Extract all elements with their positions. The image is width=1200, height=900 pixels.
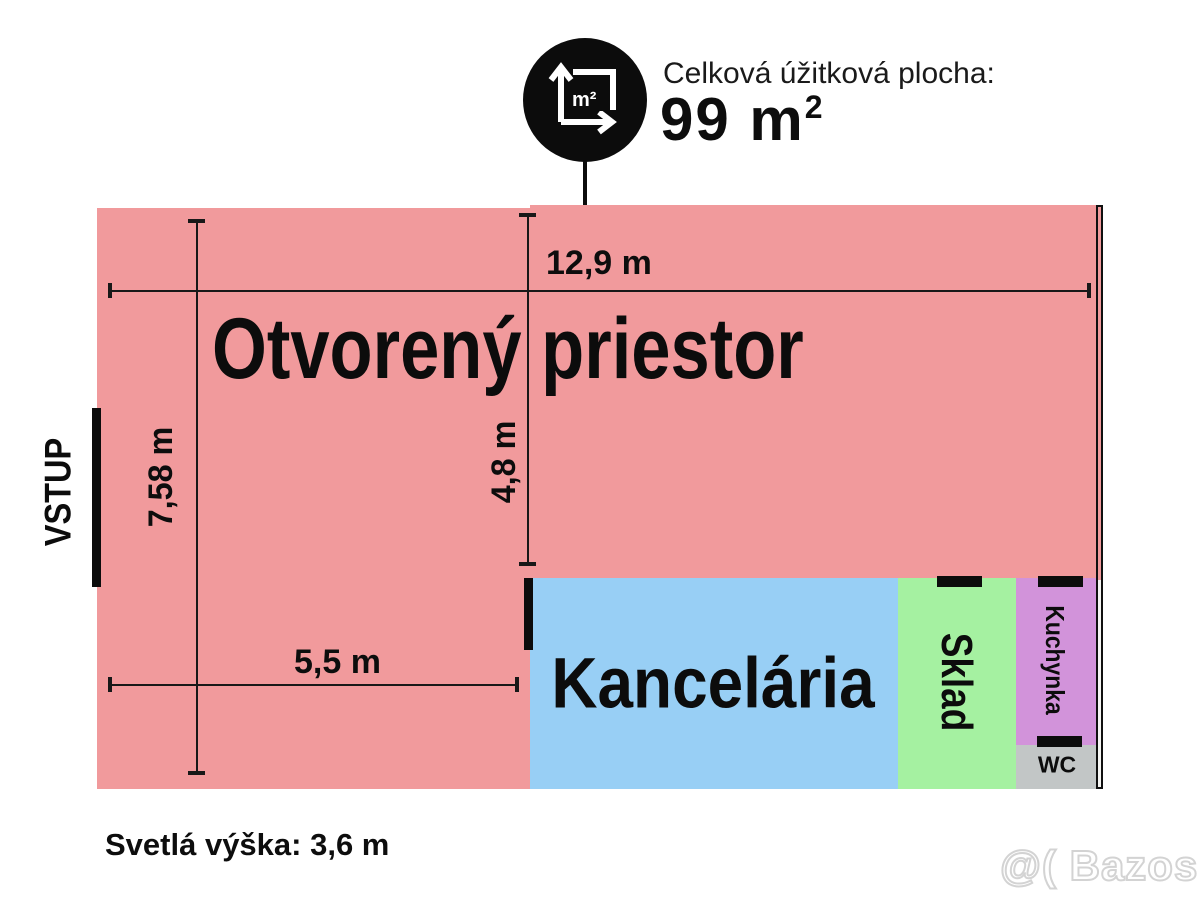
room-label-kitchenette: Kuchynka (1040, 605, 1070, 715)
dimension-tick (515, 677, 519, 692)
room-kitchenette (1016, 578, 1096, 745)
dimension-line-middle-height (527, 214, 529, 566)
room-label-office: Kancelária (551, 644, 875, 724)
dimension-line-bottom-width (110, 684, 518, 686)
dimension-tick (519, 562, 536, 566)
total-area-value: 99 m2 (660, 90, 823, 150)
watermark: @( Bazos.sk (999, 841, 1200, 890)
dimension-tick (188, 219, 205, 223)
room-storage (898, 578, 1016, 789)
room-office (530, 578, 898, 789)
room-open-space-right (530, 205, 1096, 578)
total-area-number: 99 m (660, 86, 805, 153)
dimension-label-middle-height: 4,8 m (485, 420, 523, 504)
right-wall-strip (1096, 205, 1103, 789)
room-open-space-left (97, 208, 530, 789)
dimension-tick (108, 283, 112, 298)
room-label-storage: Sklad (932, 632, 981, 732)
entrance-door-marker (92, 408, 101, 587)
wc-door-marker (1037, 736, 1082, 747)
dimension-tick (1087, 283, 1091, 298)
office-door-marker (524, 578, 533, 650)
room-label-wc: WC (1037, 751, 1077, 778)
dimension-label-left-height: 7,58 m (142, 426, 180, 528)
icon-m2-label: m² (572, 89, 597, 111)
total-area-superscript: 2 (804, 89, 823, 125)
dimension-line-total-width (110, 290, 1090, 292)
area-measure-icon: m² (523, 38, 647, 162)
entrance-label: VSTUP (37, 437, 79, 547)
clear-height-note: Svetlá výška: 3,6 m (105, 827, 390, 862)
kitchenette-door-marker (1038, 576, 1083, 587)
dimension-tick (188, 771, 205, 775)
dimension-tick (108, 677, 112, 692)
dimension-tick (519, 213, 536, 217)
dimension-label-bottom-width: 5,5 m (294, 643, 381, 681)
icon-pointer-line (583, 161, 587, 206)
room-wc (1016, 745, 1096, 789)
room-label-open-space: Otvorený priestor (212, 301, 804, 397)
total-area-label: Celková úžitková plocha: (663, 57, 995, 90)
storage-door-marker (937, 576, 982, 587)
dimension-label-total-width: 12,9 m (546, 244, 652, 282)
dimension-line-left-height (196, 220, 198, 774)
